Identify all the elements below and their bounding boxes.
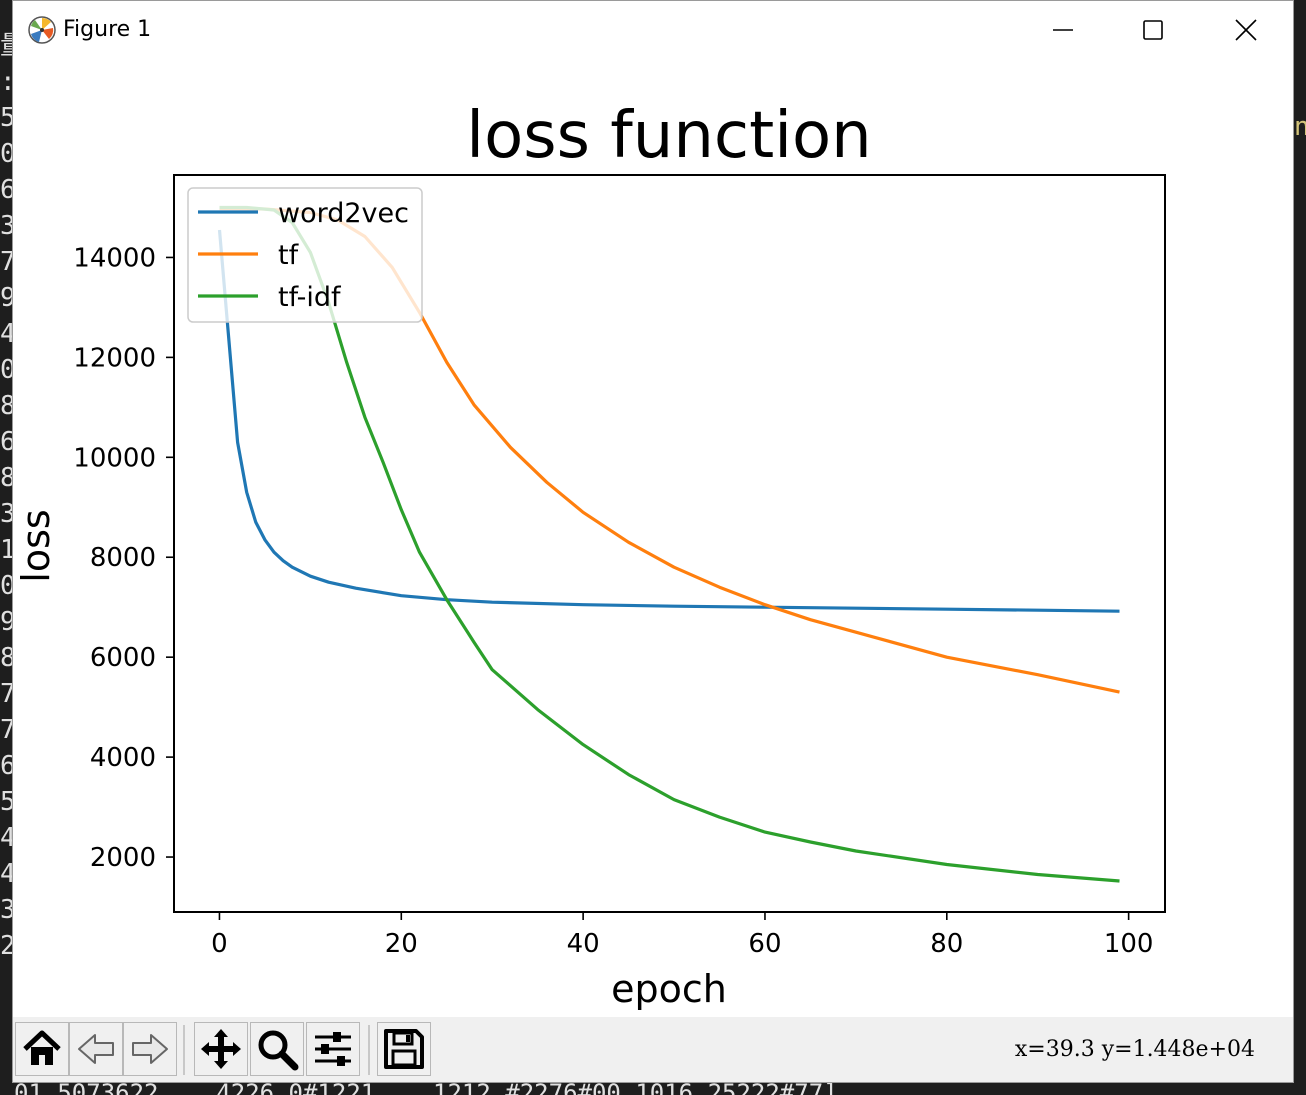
x-tick-label: 40 xyxy=(567,929,600,959)
forward-button[interactable] xyxy=(123,1022,177,1076)
y-tick-label: 10000 xyxy=(73,443,156,473)
configure-subplots-icon xyxy=(315,1032,351,1066)
save-icon xyxy=(384,1029,424,1069)
background-glyph: 3 xyxy=(0,211,12,241)
background-glyph: 8 xyxy=(0,391,12,421)
background-glyph: 4 xyxy=(0,859,12,889)
background-glyph: 1 xyxy=(0,535,12,565)
series-line-word2vec xyxy=(217,229,1120,613)
zoom-icon xyxy=(258,1030,299,1071)
legend-box xyxy=(187,187,423,323)
x-tick-label: 0 xyxy=(211,929,228,959)
title-bar[interactable]: Figure 1 xyxy=(13,1,1293,59)
matplotlib-logo-icon xyxy=(28,16,56,44)
background-glyph: 4 xyxy=(0,823,12,853)
minimize-button[interactable] xyxy=(1018,1,1108,59)
background-glyph: 0 xyxy=(0,355,12,385)
close-icon xyxy=(1235,19,1257,41)
y-tick-label: 8000 xyxy=(90,543,156,573)
x-axis-label: epoch xyxy=(611,967,727,1011)
chart-title: loss function xyxy=(466,99,871,173)
background-glyph: 量 xyxy=(0,28,12,64)
background-glyph: : xyxy=(0,64,12,100)
background-terminal-bottom: 01 5073622... 4226 0#1221... 1212 #2276#… xyxy=(0,1083,1306,1095)
zoom-button[interactable] xyxy=(250,1022,304,1076)
loss-chart[interactable]: loss function 0 20 40 60 80 100 2000 4000 6000 80… xyxy=(13,59,1294,1017)
pan-icon xyxy=(201,1029,241,1069)
y-axis-label: loss xyxy=(14,509,58,582)
forward-icon xyxy=(132,1034,168,1064)
cursor-coordinates: x=39.3 y=1.448e+04 xyxy=(1014,1037,1255,1062)
y-tick-label: 4000 xyxy=(90,743,156,773)
figure-window: Figure 1 loss function 0 20 40 60 80 100 2000 4… xyxy=(12,0,1294,1083)
background-glyph: 7 xyxy=(0,247,12,277)
background-glyph: 6 xyxy=(0,175,12,205)
x-tick-label: 20 xyxy=(385,929,418,959)
plot-canvas[interactable]: loss function 0 20 40 60 80 100 2000 4000 6000 80… xyxy=(13,59,1294,1017)
legend-label: tf-idf xyxy=(278,282,342,313)
background-glyph: 4 xyxy=(0,319,12,349)
background-glyph: 6 xyxy=(0,427,12,457)
y-tick-label: 14000 xyxy=(73,243,156,273)
home-button[interactable] xyxy=(15,1022,69,1076)
legend: word2vec tf tf-idf xyxy=(187,187,423,323)
background-glyph: 7 xyxy=(0,679,12,709)
axes-frame xyxy=(173,174,1166,913)
background-glyph: 2 xyxy=(0,931,12,961)
background-glyph: 9 xyxy=(0,283,12,313)
maximize-button[interactable] xyxy=(1108,1,1198,59)
minimize-icon xyxy=(1053,29,1073,31)
home-icon xyxy=(23,1030,61,1065)
toolbar-separator xyxy=(183,1025,185,1075)
background-terminal-right: n xyxy=(1294,112,1306,142)
pan-button[interactable] xyxy=(194,1022,248,1076)
legend-label: tf xyxy=(278,240,300,271)
configure-subplots-button[interactable] xyxy=(306,1022,360,1076)
background-glyph: 6 xyxy=(0,751,12,781)
legend-label: word2vec xyxy=(278,198,409,229)
background-glyph: 3 xyxy=(0,895,12,925)
background-glyph: 8 xyxy=(0,643,12,673)
y-tick-label: 2000 xyxy=(90,843,156,873)
back-icon xyxy=(78,1034,114,1064)
y-tick-label: 6000 xyxy=(90,643,156,673)
background-glyph: 5 xyxy=(0,103,12,133)
close-button[interactable] xyxy=(1201,1,1291,59)
navigation-toolbar: x=39.3 y=1.448e+04 xyxy=(13,1017,1293,1082)
x-tick-label: 80 xyxy=(930,929,963,959)
background-glyph: 7 xyxy=(0,715,12,745)
background-glyph: 8 xyxy=(0,463,12,493)
background-glyph: 0 xyxy=(0,139,12,169)
x-tick-label: 100 xyxy=(1104,929,1154,959)
toolbar-separator xyxy=(368,1025,370,1075)
maximize-icon xyxy=(1143,20,1163,40)
background-glyph: 3 xyxy=(0,499,12,529)
window-title: Figure 1 xyxy=(63,17,152,42)
background-glyph: 9 xyxy=(0,607,12,637)
back-button[interactable] xyxy=(69,1022,123,1076)
save-button[interactable] xyxy=(377,1022,431,1076)
y-tick-label: 12000 xyxy=(73,343,156,373)
background-glyph: 5 xyxy=(0,787,12,817)
x-tick-label: 60 xyxy=(748,929,781,959)
background-glyph: 0 xyxy=(0,571,12,601)
